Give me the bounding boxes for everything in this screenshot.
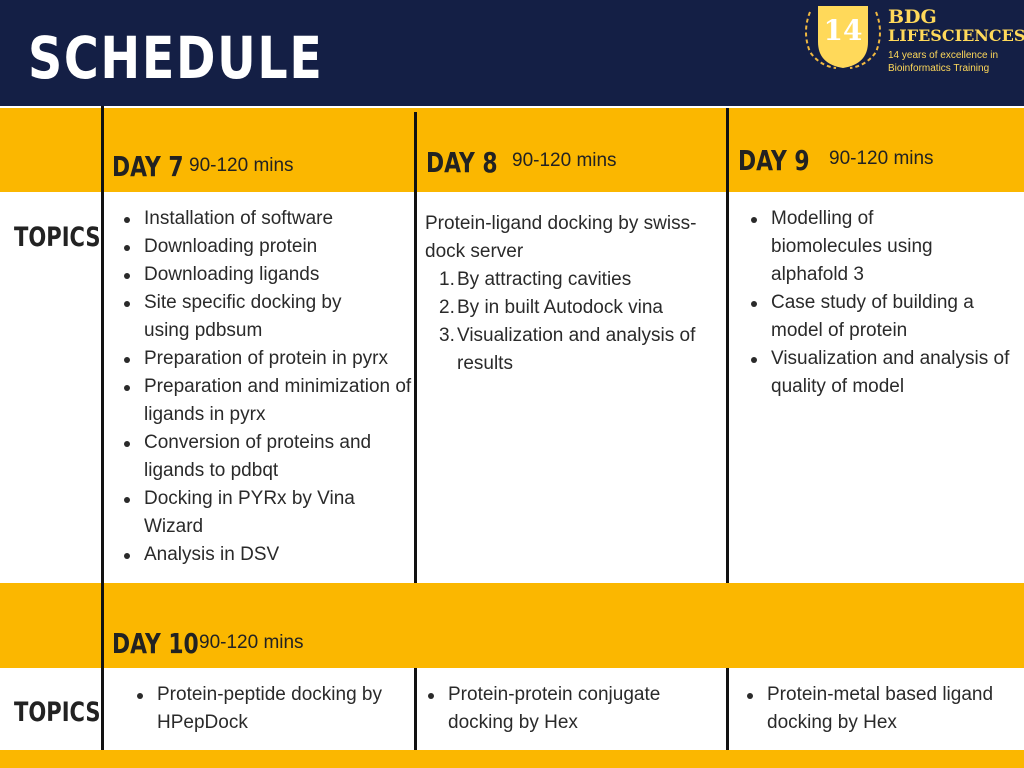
day-label: DAY 7 xyxy=(112,150,184,183)
list-item: 3. Visualization and analysis of results xyxy=(439,325,696,374)
list-item: Case study of building a model of protei… xyxy=(745,289,1015,345)
list-item: Protein-protein conjugate docking by Hex xyxy=(422,681,712,737)
day9-heading: DAY 9 90-120 mins xyxy=(738,144,934,177)
day-header-band-1 xyxy=(0,108,1024,192)
day10-heading: DAY 10 90-120 mins xyxy=(112,627,304,660)
list-item: Conversion of proteins and ligands to pd… xyxy=(118,429,398,485)
duration: 90-120 mins xyxy=(512,150,617,171)
footer-band xyxy=(0,750,1024,768)
list-item: Downloading protein xyxy=(118,233,414,261)
list-item: Preparation and minimization of ligands … xyxy=(118,373,414,429)
divider xyxy=(414,112,417,583)
list-item: Modelling of biomolecules using alphafol… xyxy=(745,205,955,289)
day-label: DAY 8 xyxy=(426,146,498,179)
logo-badge-number: 14 xyxy=(823,14,863,47)
day8-topics: Protein-ligand docking by swiss-dock ser… xyxy=(425,210,723,378)
list-item: Visualization and analysis of quality of… xyxy=(745,345,1015,401)
duration: 90-120 mins xyxy=(829,148,934,169)
day8-numbered-list: 1. By attracting cavities 2. By in built A… xyxy=(425,266,723,378)
day10-col2-list: Protein-protein conjugate docking by Hex xyxy=(422,681,712,737)
list-item: Docking in PYRx by Vina Wizard xyxy=(118,485,368,541)
topics-label: TOPICS xyxy=(14,697,101,728)
logo: 14 BDG LIFESCIENCES 14 years of excellen… xyxy=(796,2,1024,74)
logo-name-line2: LIFESCIENCES xyxy=(888,26,1024,45)
day7-heading: DAY 7 90-120 mins xyxy=(112,150,294,183)
list-item: Analysis in DSV xyxy=(118,541,414,569)
day8-heading: DAY 8 90-120 mins xyxy=(426,146,617,179)
divider xyxy=(414,668,417,750)
list-item: 2. By in built Autodock vina xyxy=(439,297,663,318)
day-header-band-2 xyxy=(0,583,1024,668)
day-label: DAY 10 xyxy=(112,627,199,660)
day10-col1-list: Protein-peptide docking by HPepDock xyxy=(131,681,411,737)
divider xyxy=(101,106,104,750)
list-item: Downloading ligands xyxy=(118,261,414,289)
list-item: Protein-metal based ligand docking by He… xyxy=(741,681,1021,737)
list-item: Installation of software xyxy=(118,205,414,233)
page-title: SCHEDULE xyxy=(28,24,324,92)
divider xyxy=(726,668,729,750)
duration: 90-120 mins xyxy=(189,155,294,176)
list-item: Site specific docking by using pdbsum xyxy=(118,289,368,345)
list-item: 1. By attracting cavities xyxy=(439,269,632,290)
logo-tagline-line1: 14 years of excellence in xyxy=(888,50,999,61)
day9-topic-list: Modelling of biomolecules using alphafol… xyxy=(745,205,1015,401)
day10-col3-list: Protein-metal based ligand docking by He… xyxy=(741,681,1021,737)
duration: 90-120 mins xyxy=(199,632,304,653)
laurel-shield-icon xyxy=(805,6,881,69)
divider xyxy=(726,108,729,583)
day-label: DAY 9 xyxy=(738,144,810,177)
logo-tagline-line2: Bioinformatics Training xyxy=(888,63,990,74)
list-item: Protein-peptide docking by HPepDock xyxy=(131,681,411,737)
day7-topic-list: Installation of software Downloading pro… xyxy=(118,205,414,569)
list-item: Preparation of protein in pyrx xyxy=(118,345,414,373)
topics-label: TOPICS xyxy=(14,222,101,253)
day8-intro: Protein-ligand docking by swiss-dock ser… xyxy=(425,213,697,262)
logo-name-line1: BDG xyxy=(888,6,937,28)
